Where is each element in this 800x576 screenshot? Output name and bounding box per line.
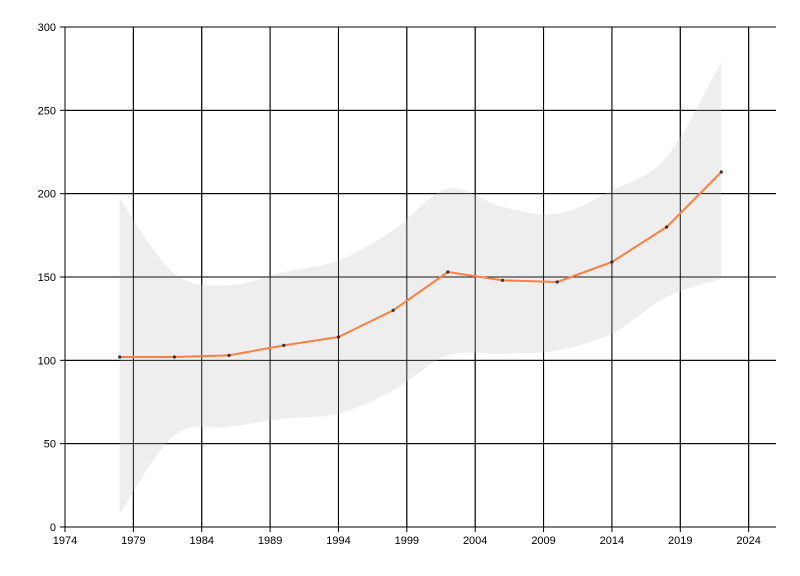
y-tick-label: 250 [38, 105, 56, 117]
grid-lines-overlay [65, 26, 776, 527]
x-tick-labels: 1974 1979 1984 1989 1994 1999 2004 2009 2014 2019… [53, 535, 761, 547]
x-tick-label: 1999 [395, 535, 419, 547]
x-tick-label: 2024 [736, 535, 760, 547]
data-point [555, 280, 559, 284]
y-tick-label: 300 [38, 22, 56, 34]
x-tick-label: 1994 [326, 535, 350, 547]
x-tick-label: 2014 [600, 535, 624, 547]
data-point [719, 170, 723, 174]
y-tick-label: 0 [50, 522, 56, 534]
x-tick-label: 2009 [531, 535, 555, 547]
y-tick-label: 50 [44, 439, 56, 451]
data-point [391, 308, 395, 312]
y-tick-label: 150 [38, 272, 56, 284]
data-point [336, 335, 341, 339]
data-point [446, 270, 450, 274]
x-tick-label: 1979 [121, 535, 145, 547]
x-tick-label: 2019 [668, 535, 692, 547]
axes [60, 26, 776, 532]
data-point [665, 225, 669, 229]
y-tick-labels: 0 50 100 150 200 250 300 [38, 22, 56, 534]
x-tick-label: 1984 [189, 535, 213, 547]
confidence-band [119, 62, 722, 514]
x-tick-label: 1989 [258, 535, 282, 547]
series-layer [119, 171, 723, 358]
band-area [119, 62, 722, 514]
y-tick-label: 100 [38, 355, 56, 367]
data-point [227, 353, 231, 357]
x-tick-label: 2004 [463, 535, 487, 547]
data-point [610, 260, 614, 264]
data-point [118, 355, 122, 359]
x-tick-label: 1974 [53, 535, 77, 547]
markers [118, 170, 723, 359]
series-line [119, 171, 723, 358]
y-tick-label: 200 [38, 189, 56, 201]
data-point [282, 343, 286, 347]
data-point [500, 278, 505, 282]
data-point [172, 355, 176, 359]
